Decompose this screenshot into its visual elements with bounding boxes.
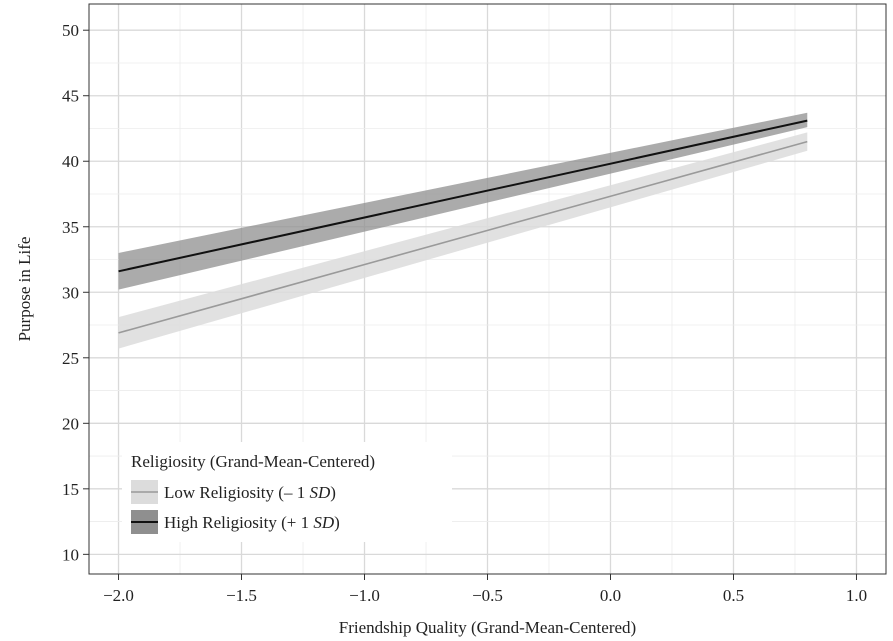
- y-tick-label: 10: [62, 545, 79, 564]
- y-tick-label: 50: [62, 21, 79, 40]
- x-axis-ticks: −2.0 −1.5 −1.0 −0.5 0.0 0.5 1.0: [103, 574, 867, 605]
- x-axis-title: Friendship Quality (Grand-Mean-Centered): [339, 618, 636, 637]
- confidence-bands: [118, 112, 808, 349]
- y-tick-label: 30: [62, 283, 79, 302]
- x-tick-label: −1.5: [226, 586, 257, 605]
- x-tick-label: −0.5: [472, 586, 503, 605]
- series-line-high: [118, 119, 808, 273]
- y-tick-label: 35: [62, 218, 79, 237]
- x-tick-label: −1.0: [349, 586, 380, 605]
- legend-label-low: Low Religiosity (– 1 SD): [164, 483, 336, 502]
- y-tick-label: 15: [62, 480, 79, 499]
- y-tick-label: 20: [62, 414, 79, 433]
- x-tick-label: 0.0: [600, 586, 621, 605]
- series-lines: [118, 119, 808, 334]
- x-tick-label: 1.0: [846, 586, 867, 605]
- legend: Religiosity (Grand-Mean-Centered) Low Re…: [122, 442, 452, 542]
- x-tick-label: −2.0: [103, 586, 134, 605]
- legend-label-high: High Religiosity (+ 1 SD): [164, 513, 340, 532]
- y-tick-label: 40: [62, 152, 79, 171]
- y-tick-label: 25: [62, 349, 79, 368]
- series-line-low: [118, 140, 808, 334]
- legend-background: [122, 442, 452, 542]
- legend-title: Religiosity (Grand-Mean-Centered): [131, 452, 375, 471]
- confidence-band-low: [118, 132, 808, 349]
- y-axis-title: Purpose in Life: [15, 237, 34, 342]
- y-axis-ticks: 10 15 20 25 30 35 40 45 50: [62, 21, 89, 564]
- x-tick-label: 0.5: [723, 586, 744, 605]
- y-tick-label: 45: [62, 87, 79, 106]
- confidence-band-high: [118, 112, 808, 290]
